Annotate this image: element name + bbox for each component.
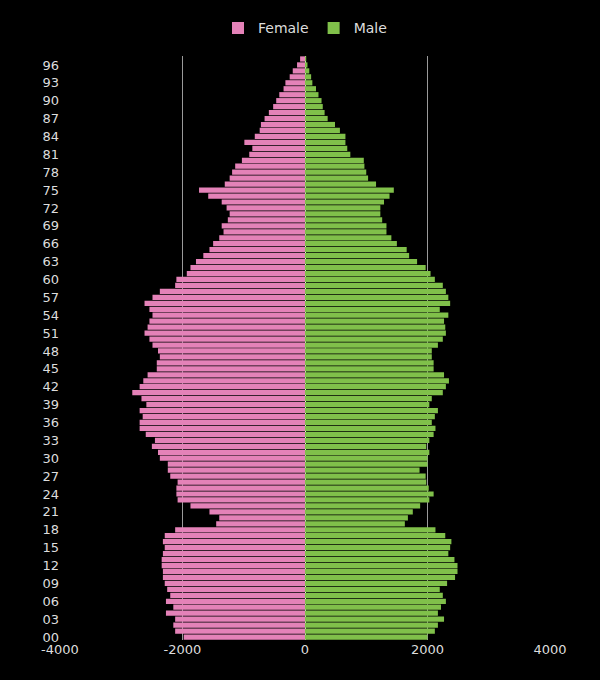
svg-text:2000: 2000 bbox=[411, 642, 444, 657]
svg-text:-4000: -4000 bbox=[41, 642, 79, 657]
svg-text:60: 60 bbox=[42, 272, 59, 287]
svg-text:96: 96 bbox=[42, 57, 59, 72]
svg-text:45: 45 bbox=[42, 361, 59, 376]
svg-text:57: 57 bbox=[42, 290, 59, 305]
svg-text:36: 36 bbox=[42, 415, 59, 430]
svg-text:84: 84 bbox=[42, 129, 59, 144]
svg-text:54: 54 bbox=[42, 308, 59, 323]
svg-text:Female: Female bbox=[258, 20, 309, 36]
svg-text:27: 27 bbox=[42, 469, 59, 484]
svg-text:42: 42 bbox=[42, 379, 59, 394]
svg-text:4000: 4000 bbox=[533, 642, 566, 657]
svg-text:93: 93 bbox=[42, 75, 59, 90]
svg-text:24: 24 bbox=[42, 487, 59, 502]
svg-text:06: 06 bbox=[42, 594, 59, 609]
svg-text:15: 15 bbox=[42, 540, 59, 555]
svg-text:-2000: -2000 bbox=[164, 642, 202, 657]
svg-text:0: 0 bbox=[301, 642, 309, 657]
svg-text:30: 30 bbox=[42, 451, 59, 466]
svg-text:48: 48 bbox=[42, 344, 59, 359]
svg-text:75: 75 bbox=[42, 183, 59, 198]
svg-text:09: 09 bbox=[42, 576, 59, 591]
svg-text:81: 81 bbox=[42, 147, 59, 162]
svg-text:51: 51 bbox=[42, 326, 59, 341]
svg-text:39: 39 bbox=[42, 397, 59, 412]
svg-text:21: 21 bbox=[42, 504, 59, 519]
svg-text:90: 90 bbox=[42, 93, 59, 108]
svg-text:69: 69 bbox=[42, 218, 59, 233]
svg-text:18: 18 bbox=[42, 522, 59, 537]
svg-text:87: 87 bbox=[42, 111, 59, 126]
svg-text:78: 78 bbox=[42, 165, 59, 180]
svg-text:00: 00 bbox=[42, 630, 59, 645]
svg-text:03: 03 bbox=[42, 612, 59, 627]
svg-text:72: 72 bbox=[42, 201, 59, 216]
svg-text:33: 33 bbox=[42, 433, 59, 448]
svg-text:63: 63 bbox=[42, 254, 59, 269]
svg-text:12: 12 bbox=[42, 558, 59, 573]
svg-text:66: 66 bbox=[42, 236, 59, 251]
svg-text:Male: Male bbox=[354, 20, 387, 36]
